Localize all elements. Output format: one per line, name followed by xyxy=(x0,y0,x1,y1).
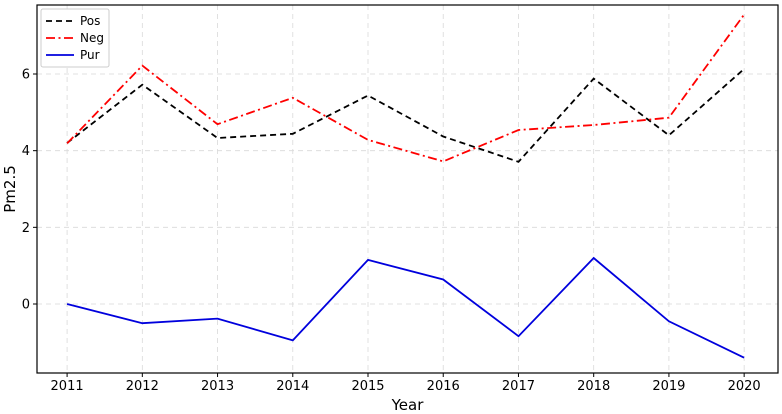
x-tick-label: 2016 xyxy=(427,379,460,394)
series-lines xyxy=(66,14,745,359)
x-tick-label: 2014 xyxy=(276,379,309,394)
axis-ticks: 2011 2012 2013 2014 2015 2016 2017 2018 2019 2020… xyxy=(22,68,761,395)
x-tick-label: 2020 xyxy=(728,379,761,394)
legend-label-pos: Pos xyxy=(80,14,100,28)
series-line-neg xyxy=(66,14,745,163)
x-tick-label: 2011 xyxy=(51,379,84,394)
x-tick-label: 2017 xyxy=(502,379,535,394)
x-axis-title: Year xyxy=(391,396,425,414)
x-tick-label: 2012 xyxy=(126,379,159,394)
y-tick-label: 4 xyxy=(22,144,30,159)
series-line-pur xyxy=(66,256,745,359)
y-tick-label: 0 xyxy=(22,298,30,313)
x-tick-label: 2019 xyxy=(652,379,685,394)
series-line-pos xyxy=(66,68,745,163)
x-tick-label: 2013 xyxy=(201,379,234,394)
grid xyxy=(37,5,778,373)
y-tick-label: 6 xyxy=(22,68,30,83)
x-tick-label: 2015 xyxy=(351,379,384,394)
legend-label-neg: Neg xyxy=(80,31,104,45)
y-axis-title: Pm2.5 xyxy=(1,165,19,213)
x-tick-label: 2018 xyxy=(577,379,610,394)
plot-frame xyxy=(36,4,779,374)
legend: Pos Neg Pur xyxy=(40,8,110,68)
legend-label-pur: Pur xyxy=(80,48,100,62)
legend-box xyxy=(40,8,110,68)
y-tick-label: 2 xyxy=(22,221,30,236)
